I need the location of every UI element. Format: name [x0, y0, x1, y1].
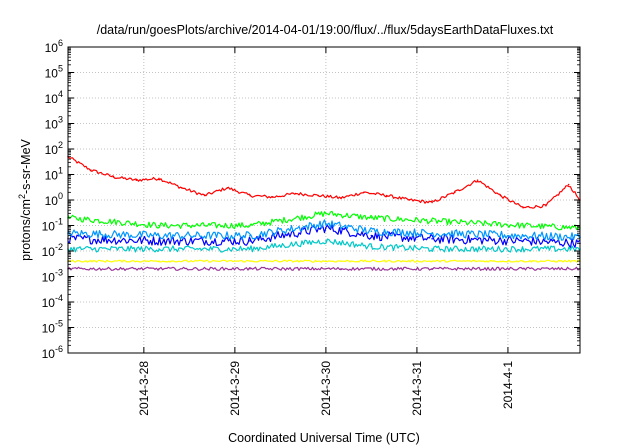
data-point [431, 238, 433, 240]
data-point [158, 268, 160, 270]
data-point [325, 227, 327, 229]
data-point [431, 260, 433, 262]
data-point [370, 234, 373, 237]
y-tick-label: 101 [45, 166, 63, 183]
data-point [158, 260, 160, 262]
x-tick-label: 2014-4-1 [501, 361, 515, 409]
data-point [522, 260, 524, 262]
data-point [158, 177, 160, 180]
data-point [294, 192, 297, 195]
data-point [431, 220, 433, 222]
data-point [158, 224, 160, 227]
data-point [325, 212, 327, 215]
data-point [112, 176, 115, 178]
data-point [340, 260, 342, 262]
data-point [370, 245, 373, 248]
data-point [272, 196, 274, 198]
data-point [370, 217, 373, 219]
x-tick-label: 2014-3-30 [319, 361, 333, 416]
data-point [90, 169, 92, 171]
data-point [158, 240, 160, 242]
y-tick-label: 104 [45, 89, 63, 106]
data-point [363, 191, 365, 194]
data-point [431, 201, 433, 204]
data-point [454, 191, 456, 194]
y-tick-label: 10-5 [42, 319, 63, 336]
data-point [340, 268, 342, 270]
series-line [67, 266, 580, 271]
y-tick-label: 10-1 [42, 217, 63, 234]
data-point [325, 240, 327, 242]
data-point [431, 268, 433, 270]
y-tick-label: 106 [45, 38, 63, 55]
series-line [67, 219, 581, 241]
chart-title: /data/run/goesPlots/archive/2014-04-01/1… [97, 23, 554, 37]
chart-grid [68, 46, 580, 354]
data-point [158, 248, 160, 250]
data-point [203, 194, 206, 197]
x-tick-label: 2014-3-28 [137, 361, 151, 416]
data-point [158, 234, 160, 237]
data-point [249, 260, 251, 262]
data-point [249, 224, 251, 227]
data-point [317, 194, 320, 197]
x-axis-label: Coordinated Universal Time (UTC) [228, 431, 420, 445]
series-line [67, 238, 581, 253]
data-point [226, 187, 229, 189]
data-point [476, 179, 479, 181]
data-point [181, 187, 183, 189]
data-point [340, 197, 342, 199]
series-layer [67, 155, 581, 271]
series-line [67, 224, 580, 249]
y-axis-label-pre: protons/cm [19, 199, 33, 261]
data-point [249, 234, 251, 237]
series-line [67, 210, 580, 231]
y-tick-label: 100 [45, 191, 63, 208]
data-point [249, 194, 251, 197]
y-axis-label-sup: 2 [17, 194, 27, 199]
data-point [499, 194, 502, 197]
x-tick-label: 2014-3-31 [410, 361, 424, 416]
y-tick-label: 10-2 [42, 242, 63, 259]
series-line [67, 259, 580, 263]
y-axis-label-post: -s-sr-MeV [19, 138, 33, 194]
data-point [431, 232, 433, 234]
data-point [370, 230, 373, 232]
x-tick-label: 2014-3-29 [228, 361, 242, 416]
data-point [325, 222, 327, 225]
data-point [408, 199, 411, 201]
y-tick-label: 10-6 [42, 344, 63, 361]
data-point [249, 248, 251, 250]
y-tick-label: 10-4 [42, 293, 63, 310]
series-line [67, 155, 581, 209]
y-tick-label: 10-3 [42, 268, 63, 285]
data-point [522, 206, 524, 209]
data-point [545, 204, 547, 207]
y-tick-label: 105 [45, 64, 63, 81]
data-point [249, 268, 251, 270]
data-point [567, 183, 570, 186]
y-axis: 106 105 104 103 102 101 100 10-1 10-2 10-3 10-4 10-… [42, 38, 580, 361]
data-point [522, 240, 524, 242]
data-point [135, 179, 138, 181]
data-point [522, 234, 524, 237]
data-point [522, 248, 524, 250]
y-tick-label: 102 [45, 140, 63, 157]
data-point [385, 194, 388, 197]
data-point [249, 240, 251, 242]
data-point [431, 248, 433, 250]
x-axis: 2014-3-28 2014-3-29 2014-3-30 2014-3-31 2014… [137, 47, 515, 416]
y-tick-label: 103 [45, 115, 63, 132]
data-point [522, 268, 524, 270]
y-axis-label: protons/cm2-s-sr-MeV [17, 138, 33, 260]
data-point [522, 224, 524, 227]
